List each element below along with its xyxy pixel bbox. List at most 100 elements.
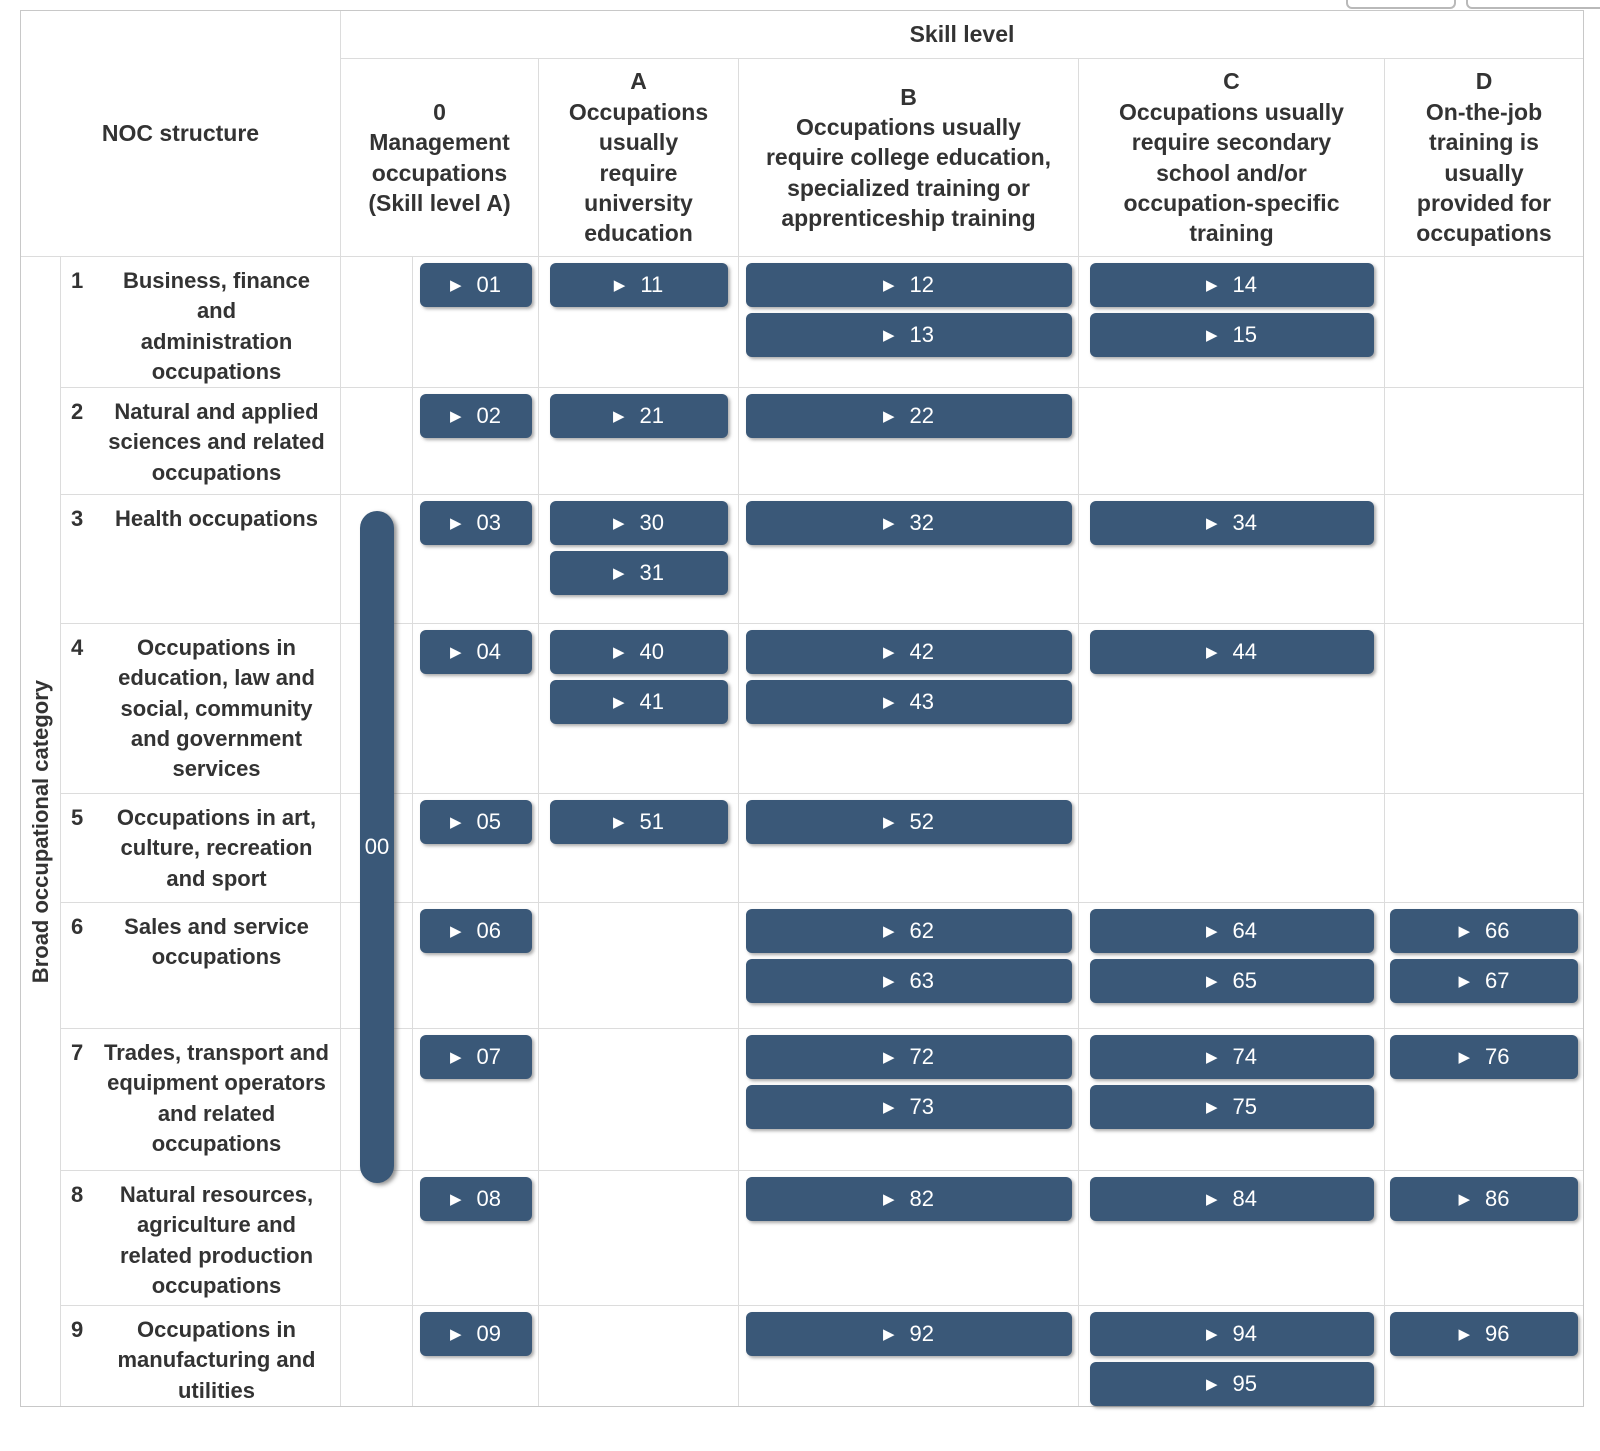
play-icon: ▶ [612,643,625,661]
cell-r7-colB: ▶ 72 ▶ 73 [739,1029,1079,1171]
noc-button-76[interactable]: ▶ 76 [1390,1035,1578,1079]
noc-button-32[interactable]: ▶ 32 [745,501,1072,545]
noc-button-02[interactable]: ▶ 02 [419,394,532,438]
noc-button-07[interactable]: ▶ 07 [419,1035,532,1079]
noc-button-65[interactable]: ▶ 65 [1089,959,1374,1003]
noc-button-63[interactable]: ▶ 63 [745,959,1072,1003]
row-number: 6 [71,914,84,939]
noc-button-94[interactable]: ▶ 94 [1089,1312,1374,1356]
noc-button-52[interactable]: ▶ 52 [745,800,1072,844]
noc-button-96[interactable]: ▶ 96 [1390,1312,1578,1356]
play-icon: ▶ [882,1098,895,1116]
noc-button-43[interactable]: ▶ 43 [745,680,1072,724]
noc-code: 06 [476,918,502,943]
noc-button-72[interactable]: ▶ 72 [745,1035,1072,1079]
noc-button-21[interactable]: ▶ 21 [549,394,728,438]
play-icon: ▶ [449,643,462,661]
row-label-9: 9 Occupations in manufacturing and utilit… [61,1306,341,1406]
row-label-text: Occupations in manufacturing and utiliti… [117,1317,316,1403]
row-label-text: Occupations in art, culture, recreation … [116,805,317,891]
cell-r2-colD [1385,388,1583,495]
cell-r1-colD [1385,257,1583,388]
noc-button-92[interactable]: ▶ 92 [745,1312,1072,1356]
noc-button-14[interactable]: ▶ 14 [1089,263,1374,307]
noc-code: 75 [1232,1094,1258,1119]
cell-r5-colC [1079,794,1385,903]
play-icon: ▶ [1205,276,1218,294]
play-icon: ▶ [1458,1325,1471,1343]
noc-button-09[interactable]: ▶ 09 [419,1312,532,1356]
noc-button-30[interactable]: ▶ 30 [549,501,728,545]
noc-button-22[interactable]: ▶ 22 [745,394,1072,438]
play-icon: ▶ [882,813,895,831]
noc-button-40[interactable]: ▶ 40 [549,630,728,674]
noc-button-41[interactable]: ▶ 41 [549,680,728,724]
noc-button-34[interactable]: ▶ 34 [1089,501,1374,545]
play-icon: ▶ [449,1325,462,1343]
noc-button-44[interactable]: ▶ 44 [1089,630,1374,674]
row-number: 9 [71,1317,84,1342]
noc-button-67[interactable]: ▶ 67 [1390,959,1578,1003]
noc-button-15[interactable]: ▶ 15 [1089,313,1374,357]
noc-button-04[interactable]: ▶ 04 [419,630,532,674]
noc-button-31[interactable]: ▶ 31 [549,551,728,595]
cell-r3-colC: ▶ 34 [1079,495,1385,624]
noc-button-82[interactable]: ▶ 82 [745,1177,1072,1221]
play-icon: ▶ [1458,1190,1471,1208]
cell-r8-colC: ▶ 84 [1079,1171,1385,1306]
cell-r2-colB: ▶ 22 [739,388,1079,495]
play-icon: ▶ [449,922,462,940]
row-label-text: Natural resources, agriculture and relat… [119,1182,314,1299]
cell-r1-colB: ▶ 12 ▶ 13 [739,257,1079,388]
noc-code: 09 [476,1321,502,1346]
col-header-skill-a: A Occupations usually require university… [539,59,739,257]
senior-management-00-button[interactable]: 00 [360,511,394,1183]
noc-button-12[interactable]: ▶ 12 [745,263,1072,307]
noc-code: 07 [476,1044,502,1069]
noc-button-74[interactable]: ▶ 74 [1089,1035,1374,1079]
noc-button-01[interactable]: ▶ 01 [419,263,532,307]
row-label-5: 5 Occupations in art, culture, recreation… [61,794,341,903]
noc-code: 86 [1485,1186,1510,1211]
play-icon: ▶ [882,1048,895,1066]
noc-code: 66 [1485,918,1510,943]
row-label-text: Health occupations [115,506,318,531]
row-number: 2 [71,399,84,424]
noc-button-03[interactable]: ▶ 03 [419,501,532,545]
col-header-skill-b: B Occupations usually require college ed… [739,59,1079,257]
noc-button-06[interactable]: ▶ 06 [419,909,532,953]
noc-button-66[interactable]: ▶ 66 [1390,909,1578,953]
noc-button-42[interactable]: ▶ 42 [745,630,1072,674]
cell-r5-colD [1385,794,1583,903]
noc-button-86[interactable]: ▶ 86 [1390,1177,1578,1221]
cell-r7-colA [539,1029,739,1171]
noc-button-11[interactable]: ▶ 11 [549,263,728,307]
noc-button-51[interactable]: ▶ 51 [549,800,728,844]
play-icon: ▶ [882,972,895,990]
play-icon: ▶ [882,276,895,294]
cropped-toolbar-button-1[interactable] [1346,0,1456,9]
noc-button-73[interactable]: ▶ 73 [745,1085,1072,1129]
play-icon: ▶ [613,276,626,294]
row-number: 1 [71,268,84,293]
noc-button-13[interactable]: ▶ 13 [745,313,1072,357]
noc-code: 04 [476,639,502,664]
noc-button-75[interactable]: ▶ 75 [1089,1085,1374,1129]
noc-button-84[interactable]: ▶ 84 [1089,1177,1374,1221]
cell-r1-colC: ▶ 14 ▶ 15 [1079,257,1385,388]
noc-button-95[interactable]: ▶ 95 [1089,1362,1374,1406]
play-icon: ▶ [1205,1048,1218,1066]
noc-code: 01 [476,272,502,297]
noc-button-05[interactable]: ▶ 05 [419,800,532,844]
play-icon: ▶ [449,514,462,532]
noc-button-62[interactable]: ▶ 62 [745,909,1072,953]
play-icon: ▶ [1205,1098,1218,1116]
row-label-text: Occupations in education, law and social… [118,635,315,782]
broad-occupational-category-axis-label: Broad occupational category [21,257,61,1406]
noc-code: 51 [639,809,665,834]
cell-r2-colA: ▶ 21 [539,388,739,495]
cropped-toolbar-button-2[interactable] [1466,0,1600,9]
noc-button-08[interactable]: ▶ 08 [419,1177,532,1221]
noc-button-64[interactable]: ▶ 64 [1089,909,1374,953]
noc-code: 43 [909,689,935,714]
